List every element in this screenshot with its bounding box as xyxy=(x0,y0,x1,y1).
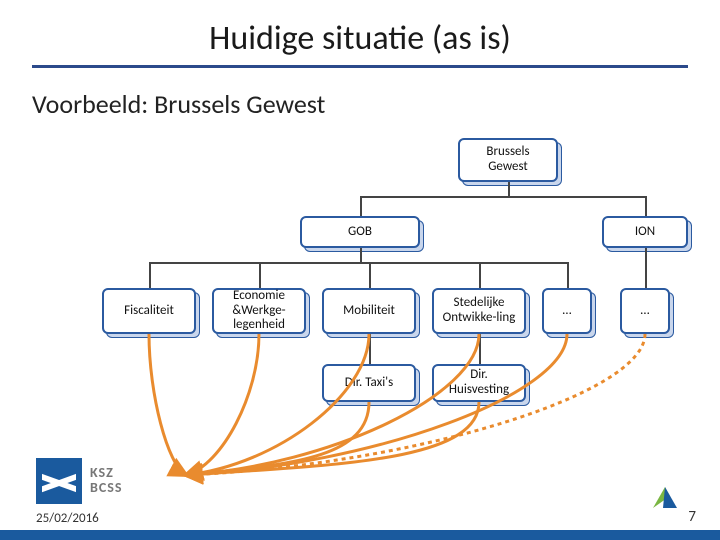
ksz-logo-text: KSZ BCSS xyxy=(90,466,123,495)
flow-arrow-c2 xyxy=(186,334,259,475)
org-node-c2: Economie &Werkge-legenheid xyxy=(212,288,306,334)
org-node-c5: … xyxy=(542,288,592,334)
flow-arrow-c4 xyxy=(186,334,479,475)
flow-arrow-c6 xyxy=(186,334,645,475)
ksz-logo-text-line2: BCSS xyxy=(90,481,123,496)
slide-date: 25/02/2016 xyxy=(36,511,99,526)
org-node-c3: Mobiliteit xyxy=(322,288,416,334)
ksz-logo-mark xyxy=(36,458,82,504)
title-row: Huidige situatie (as is) xyxy=(32,18,688,68)
org-node-ion: ION xyxy=(602,216,688,248)
org-node-g2: Dir. Huisvesting xyxy=(432,364,526,402)
org-node-g1: Dir. Taxi's xyxy=(322,364,416,402)
slide: Huidige situatie (as is) Voorbeeld: Brus… xyxy=(0,0,720,540)
ksz-bcss-logo: KSZ BCSS xyxy=(36,458,156,504)
page-number: 7 xyxy=(688,508,696,526)
org-node-c1: Fiscaliteit xyxy=(102,288,196,334)
flow-arrow-c1 xyxy=(149,334,186,475)
page-subtitle: Voorbeeld: Brussels Gewest xyxy=(32,88,325,120)
page-title: Huidige situatie (as is) xyxy=(32,18,688,65)
org-node-c6: … xyxy=(620,288,670,334)
flow-arrow-g1 xyxy=(186,402,369,475)
triangle-logo xyxy=(650,484,680,510)
org-node-gob: GOB xyxy=(300,216,420,248)
footer-bar xyxy=(0,530,720,540)
org-node-root: Brussels Gewest xyxy=(458,138,558,182)
flow-arrow-c3 xyxy=(186,334,369,475)
flow-arrow-g2 xyxy=(186,402,479,475)
flow-arrow-c5 xyxy=(186,334,567,475)
org-node-c4: Stedelijke Ontwikke-ling xyxy=(432,288,526,334)
